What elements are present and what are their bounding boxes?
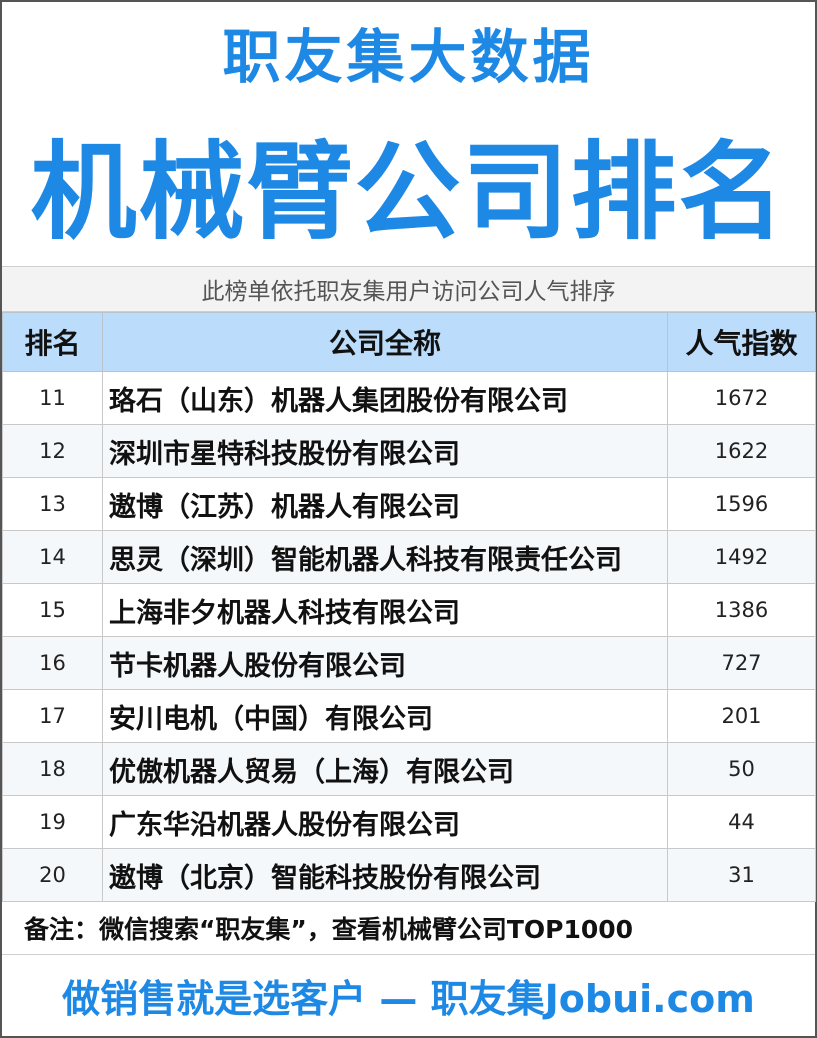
brand-title: 职友集大数据 (222, 23, 595, 91)
column-header-popularity: 人气指数 (667, 312, 816, 372)
company-name-cell: 遨博（北京）智能科技股份有限公司 (102, 848, 668, 902)
company-name-cell: 遨博（江苏）机器人有限公司 (102, 477, 668, 531)
rank-cell: 15 (2, 583, 103, 637)
ranking-table: 排名 公司全称 人气指数 11 珞石（山东）机器人集团股份有限公司 1672 1… (2, 312, 816, 902)
company-name-cell: 深圳市星特科技股份有限公司 (102, 424, 668, 478)
table-row: 17 安川电机（中国）有限公司 201 (2, 689, 816, 743)
popularity-cell: 44 (667, 795, 816, 849)
table-header-row: 排名 公司全称 人气指数 (2, 312, 816, 372)
rank-cell: 16 (2, 636, 103, 690)
company-name-cell: 节卡机器人股份有限公司 (102, 636, 668, 690)
company-name-cell: 广东华沿机器人股份有限公司 (102, 795, 668, 849)
popularity-cell: 50 (667, 742, 816, 796)
column-header-company: 公司全称 (102, 312, 668, 372)
company-name-cell: 安川电机（中国）有限公司 (102, 689, 668, 743)
popularity-cell: 1386 (667, 583, 816, 637)
table-row: 19 广东华沿机器人股份有限公司 44 (2, 795, 816, 849)
popularity-cell: 1672 (667, 371, 816, 425)
rank-cell: 19 (2, 795, 103, 849)
footnote: 备注：微信搜索“职友集”，查看机械臂公司TOP1000 (2, 902, 815, 955)
ranking-subtitle: 此榜单依托职友集用户访问公司人气排序 (2, 266, 815, 312)
company-name-cell: 珞石（山东）机器人集团股份有限公司 (102, 371, 668, 425)
rank-cell: 18 (2, 742, 103, 796)
popularity-cell: 1492 (667, 530, 816, 584)
table-row: 12 深圳市星特科技股份有限公司 1622 (2, 424, 816, 478)
rank-cell: 11 (2, 371, 103, 425)
rank-cell: 17 (2, 689, 103, 743)
rank-cell: 14 (2, 530, 103, 584)
company-name-cell: 思灵（深圳）智能机器人科技有限责任公司 (102, 530, 668, 584)
popularity-cell: 31 (667, 848, 816, 902)
popularity-cell: 727 (667, 636, 816, 690)
table-row: 13 遨博（江苏）机器人有限公司 1596 (2, 477, 816, 531)
company-name-cell: 上海非夕机器人科技有限公司 (102, 583, 668, 637)
column-header-rank: 排名 (2, 312, 103, 372)
table-row: 15 上海非夕机器人科技有限公司 1386 (2, 583, 816, 637)
popularity-cell: 1596 (667, 477, 816, 531)
page-title: 机械臂公司排名 (30, 131, 787, 254)
rank-cell: 12 (2, 424, 103, 478)
rank-cell: 13 (2, 477, 103, 531)
popularity-cell: 1622 (667, 424, 816, 478)
rank-cell: 20 (2, 848, 103, 902)
table-row: 11 珞石（山东）机器人集团股份有限公司 1672 (2, 371, 816, 425)
table-row: 18 优傲机器人贸易（上海）有限公司 50 (2, 742, 816, 796)
company-name-cell: 优傲机器人贸易（上海）有限公司 (102, 742, 668, 796)
popularity-cell: 201 (667, 689, 816, 743)
table-row: 16 节卡机器人股份有限公司 727 (2, 636, 816, 690)
table-row: 14 思灵（深圳）智能机器人科技有限责任公司 1492 (2, 530, 816, 584)
table-row: 20 遨博（北京）智能科技股份有限公司 31 (2, 848, 816, 902)
footer-slogan: 做销售就是选客户 — 职友集Jobui.com (62, 976, 755, 1021)
